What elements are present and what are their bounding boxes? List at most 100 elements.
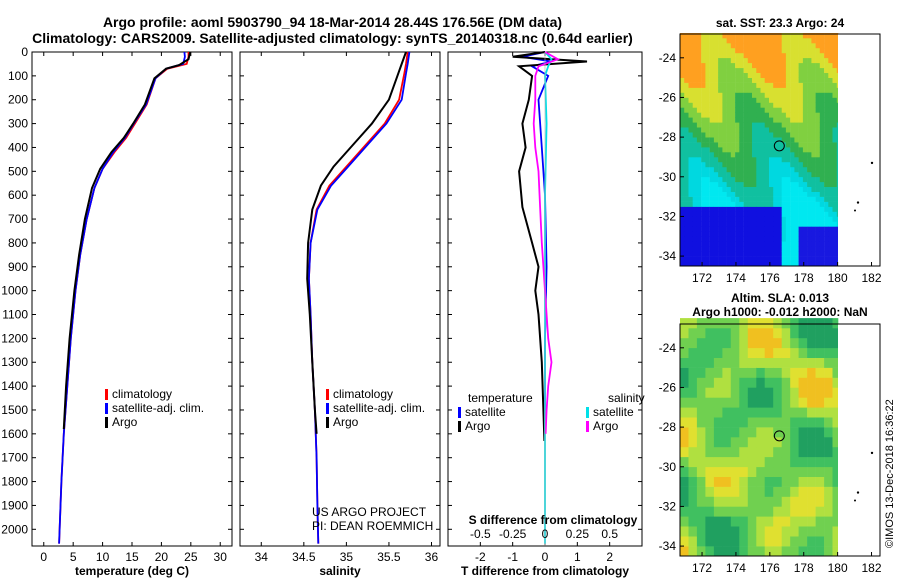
sla-map-cell — [688, 377, 698, 388]
sst-map-ytick-label: -24 — [659, 51, 677, 65]
sst-map-cell — [692, 42, 698, 49]
sla-map-cell — [680, 387, 689, 398]
sst-map-cell — [722, 107, 727, 113]
sst-map-cell — [743, 102, 749, 108]
sst-map-cell — [807, 147, 812, 153]
sst-map-cell — [836, 181, 839, 187]
sst-map-cell — [701, 132, 706, 138]
sla-map-cell — [739, 476, 749, 487]
sst-map-cell — [824, 52, 829, 59]
sst-map-cell — [785, 241, 791, 247]
sla-map-cell — [739, 328, 749, 339]
sst-map-cell — [781, 251, 787, 257]
sst-map-cell — [726, 246, 732, 252]
sst-map-cell — [743, 231, 749, 237]
sst-map-cell — [811, 92, 816, 98]
sst-map-cell — [684, 92, 689, 98]
sla-map-cell — [739, 446, 749, 458]
sst-map-cell — [836, 191, 839, 197]
sla-map-cell — [781, 496, 791, 507]
sst-map-cell — [802, 132, 808, 138]
sst-map-cell — [807, 152, 812, 158]
sst-map-cell — [811, 77, 816, 83]
sst-map-cell — [735, 206, 740, 212]
sst-map-cell — [709, 102, 715, 108]
sst-map-cell — [730, 231, 736, 237]
sst-map-cell — [747, 132, 753, 138]
sst-map-cell — [680, 72, 685, 78]
sst-map-cell — [798, 166, 804, 173]
sst-map-cell — [718, 137, 723, 143]
sst-map-cell — [726, 127, 732, 133]
sst-map-cell — [735, 261, 740, 267]
sst-map-cell — [807, 42, 812, 49]
salinity-series-line — [306, 51, 407, 434]
figure-title-line1: Argo profile: aoml 5903790_94 18-Mar-201… — [102, 14, 563, 30]
sst-map-cell — [735, 47, 740, 54]
sst-map-cell — [781, 211, 787, 217]
sst-map-cell — [747, 161, 753, 168]
sst-map-cell — [688, 231, 693, 237]
sla-map-cell — [756, 417, 766, 428]
sst-map-cell — [756, 261, 761, 267]
sst-map-cell — [680, 52, 685, 59]
sst-map-cell — [781, 127, 787, 133]
sst-map-cell — [815, 246, 821, 252]
sla-map-cell — [680, 337, 689, 349]
sst-map-cell — [735, 107, 740, 113]
sst-map-cell — [743, 166, 749, 173]
sst-map-cell — [752, 33, 757, 39]
sst-map-cell — [752, 72, 757, 78]
sst-map-cell — [764, 102, 770, 108]
sst-map-cell — [773, 97, 778, 103]
sst-map-cell — [756, 181, 761, 187]
sst-map-cell — [709, 226, 715, 232]
sst-map-cell — [726, 201, 732, 207]
sla-map-cell — [730, 546, 740, 557]
sst-map-cell — [785, 82, 791, 88]
sst-map-cell — [769, 191, 774, 197]
sst-map-cell — [688, 147, 693, 153]
sst-map-cell — [680, 216, 685, 222]
sla-map-cell — [815, 387, 825, 398]
sst-map-cell — [756, 82, 761, 88]
sst-map-cell — [811, 42, 816, 49]
sst-map-cell — [790, 102, 795, 108]
sst-map-cell — [828, 186, 833, 192]
sst-map-cell — [756, 246, 761, 252]
sst-map-cell — [688, 87, 693, 93]
salinity-xtick-label: 34.5 — [292, 550, 316, 564]
sst-map-cell — [790, 107, 795, 113]
sst-map-cell — [815, 52, 821, 59]
sst-map-cell — [680, 201, 685, 207]
sst-map-cell — [785, 102, 791, 108]
sst-map-cell — [747, 181, 753, 187]
sla-map-cell — [747, 506, 757, 517]
temperature-legend-label: satellite — [465, 405, 506, 419]
sla-map-cell — [756, 357, 766, 368]
sst-map-cell — [692, 211, 698, 217]
sla-map-cell — [739, 486, 749, 497]
sst-map-cell — [684, 246, 689, 252]
sla-map-cell — [790, 506, 799, 517]
sst-map-cell — [747, 246, 753, 252]
sst-map-cell — [735, 112, 740, 118]
sla-map-cell — [773, 357, 782, 368]
sst-map-cell — [811, 171, 816, 178]
sst-map-cell — [781, 67, 787, 73]
sst-map-cell — [726, 107, 732, 113]
sla-map-cell — [798, 456, 808, 468]
sst-map-cell — [760, 132, 765, 138]
sla-map-cell — [705, 328, 715, 339]
sla-map-cell — [764, 476, 774, 487]
sst-map-cell — [802, 62, 808, 69]
sst-map-cell — [773, 152, 778, 158]
sst-map-cell — [790, 57, 795, 64]
sst-map-ytick-label: -26 — [659, 90, 677, 104]
sst-map-cell — [743, 38, 749, 44]
sst-map-cell — [777, 201, 782, 207]
sst-map-cell — [726, 256, 732, 262]
sla-map-xtick-label: 180 — [828, 561, 848, 575]
sst-map-cell — [692, 77, 698, 83]
